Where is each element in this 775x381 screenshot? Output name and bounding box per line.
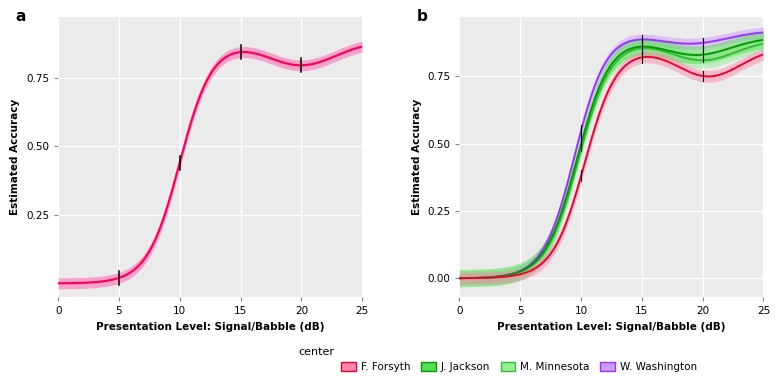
Y-axis label: Estimated Accuracy: Estimated Accuracy	[412, 99, 422, 215]
Text: b: b	[417, 9, 428, 24]
Text: a: a	[16, 9, 26, 24]
X-axis label: Presentation Level: Signal/Babble (dB): Presentation Level: Signal/Babble (dB)	[96, 322, 325, 332]
Text: center: center	[298, 347, 334, 357]
X-axis label: Presentation Level: Signal/Babble (dB): Presentation Level: Signal/Babble (dB)	[497, 322, 725, 332]
Y-axis label: Estimated Accuracy: Estimated Accuracy	[10, 99, 20, 215]
Legend: F. Forsyth, J. Jackson, M. Minnesota, W. Washington: F. Forsyth, J. Jackson, M. Minnesota, W.…	[341, 362, 698, 372]
